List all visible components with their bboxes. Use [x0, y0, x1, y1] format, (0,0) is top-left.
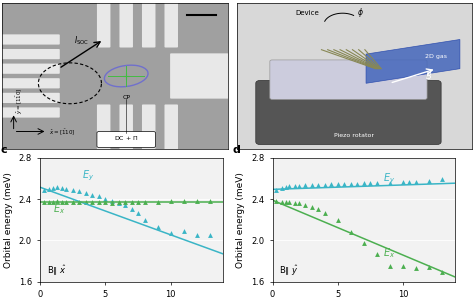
Y-axis label: Orbital energy (meV): Orbital energy (meV)	[237, 172, 246, 268]
Text: Piezo rotator: Piezo rotator	[334, 133, 374, 138]
FancyBboxPatch shape	[270, 60, 427, 99]
Text: d: d	[232, 145, 240, 156]
Text: $B$: $B$	[425, 70, 432, 81]
Text: B∥ $\hat{x}$: B∥ $\hat{x}$	[47, 264, 66, 278]
Text: CP: CP	[122, 95, 130, 100]
FancyBboxPatch shape	[142, 105, 155, 150]
FancyBboxPatch shape	[164, 2, 178, 47]
Text: $\hat{y}=[1\bar{1}0]$: $\hat{y}=[1\bar{1}0]$	[15, 88, 25, 114]
Text: $I_{\rm SOC}$: $I_{\rm SOC}$	[74, 35, 90, 47]
Text: Device: Device	[296, 10, 319, 16]
FancyBboxPatch shape	[170, 53, 228, 99]
Text: b: b	[224, 0, 232, 1]
FancyBboxPatch shape	[1, 107, 60, 118]
FancyBboxPatch shape	[119, 2, 133, 47]
Y-axis label: Orbital energy (meV): Orbital energy (meV)	[4, 172, 13, 268]
Text: c: c	[0, 145, 7, 156]
Text: 2D gas: 2D gas	[426, 55, 447, 60]
FancyBboxPatch shape	[97, 2, 110, 47]
Text: $E_x$: $E_x$	[383, 246, 396, 260]
FancyBboxPatch shape	[256, 80, 441, 145]
FancyBboxPatch shape	[1, 34, 60, 45]
Text: DC + $\Pi$: DC + $\Pi$	[114, 134, 138, 142]
FancyBboxPatch shape	[1, 49, 60, 59]
Text: $E_x$: $E_x$	[53, 203, 65, 216]
Text: $E_y$: $E_y$	[383, 172, 396, 187]
Polygon shape	[366, 40, 460, 83]
FancyBboxPatch shape	[1, 78, 60, 89]
Text: $E_y$: $E_y$	[82, 169, 94, 183]
FancyBboxPatch shape	[164, 105, 178, 150]
FancyBboxPatch shape	[119, 105, 133, 150]
FancyBboxPatch shape	[97, 105, 110, 150]
FancyBboxPatch shape	[1, 63, 60, 74]
Text: $\hat{x}=[\bar{1}10]$: $\hat{x}=[\bar{1}10]$	[48, 128, 75, 137]
FancyBboxPatch shape	[1, 93, 60, 103]
FancyBboxPatch shape	[142, 2, 155, 47]
Text: $\phi$: $\phi$	[356, 6, 364, 19]
Text: B∥ $\hat{y}$: B∥ $\hat{y}$	[279, 264, 299, 278]
FancyBboxPatch shape	[97, 131, 155, 148]
